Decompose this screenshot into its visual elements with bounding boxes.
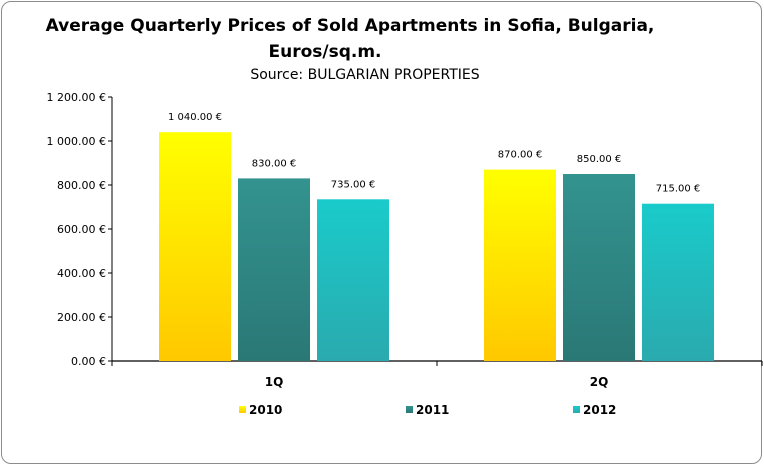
bar-2010-1Q [159, 132, 231, 361]
chart-title-line2: Euros/sq.m. [268, 42, 382, 62]
chart-title: Average Quarterly Prices of Sold Apartme… [45, 16, 655, 36]
legend-label: 2012 [583, 403, 616, 417]
y-tick-label: 400.00 € [57, 267, 106, 280]
bar-2012-2Q [642, 203, 714, 361]
y-tick-label: 1 200.00 € [47, 91, 106, 104]
y-tick-label: 800.00 € [57, 179, 106, 192]
x-tick-label: 2Q [590, 375, 609, 389]
legend-swatch-2012 [573, 406, 580, 413]
bar-2011-1Q [238, 178, 310, 361]
legend-swatch-2011 [406, 406, 413, 413]
data-label: 715.00 € [656, 184, 701, 195]
data-label: 1 040.00 € [168, 112, 222, 123]
bar-2011-2Q [563, 174, 635, 361]
y-tick-label: 0.00 € [71, 355, 106, 368]
y-tick-label: 200.00 € [57, 311, 106, 324]
y-tick-label: 600.00 € [57, 223, 106, 236]
data-label: 830.00 € [252, 158, 297, 169]
data-label: 850.00 € [577, 154, 622, 165]
bar-2010-2Q [484, 169, 556, 361]
bar-2012-1Q [317, 199, 389, 361]
legend-label: 2010 [249, 403, 282, 417]
y-tick-label: 1 000.00 € [47, 135, 106, 148]
data-label: 735.00 € [331, 179, 376, 190]
legend-swatch-2010 [239, 406, 246, 413]
legend-label: 2011 [416, 403, 449, 417]
data-label: 870.00 € [498, 150, 543, 161]
x-tick-label: 1Q [265, 375, 284, 389]
chart-subtitle: Source: BULGARIAN PROPERTIES [250, 67, 480, 83]
